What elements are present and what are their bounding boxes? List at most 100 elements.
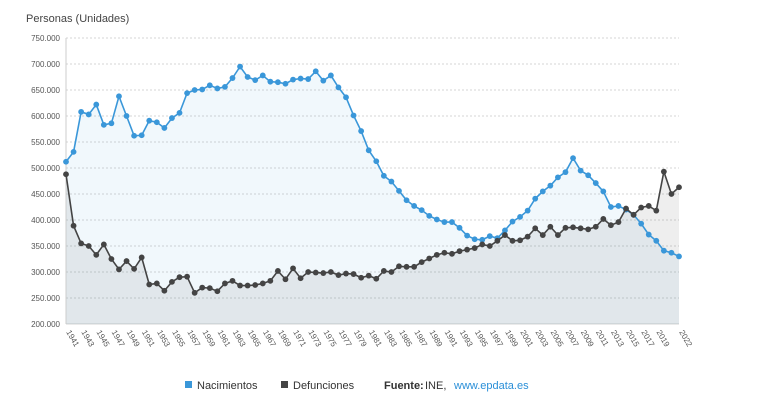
- point-defunciones-1995[interactable]: [471, 245, 478, 251]
- point-defunciones-1991[interactable]: [441, 249, 448, 256]
- point-defunciones-1951[interactable]: [138, 254, 145, 261]
- point-defunciones-2015[interactable]: [623, 205, 629, 212]
- point-defunciones-1999[interactable]: [502, 232, 508, 238]
- point-nacimientos-1945[interactable]: [93, 101, 100, 108]
- point-defunciones-2018[interactable]: [645, 203, 652, 209]
- point-nacimientos-1972[interactable]: [297, 75, 304, 82]
- point-defunciones-1964[interactable]: [237, 282, 243, 289]
- point-nacimientos-1953[interactable]: [153, 119, 160, 126]
- point-nacimientos-1990[interactable]: [433, 216, 440, 223]
- point-nacimientos-1999[interactable]: [502, 227, 508, 234]
- point-defunciones-1969[interactable]: [275, 268, 281, 274]
- point-nacimientos-1981[interactable]: [365, 147, 372, 154]
- point-nacimientos-1971[interactable]: [290, 76, 296, 83]
- point-nacimientos-1982[interactable]: [373, 158, 380, 165]
- point-nacimientos-2000[interactable]: [509, 218, 516, 225]
- point-defunciones-1973[interactable]: [305, 269, 312, 275]
- point-nacimientos-1966[interactable]: [252, 77, 259, 84]
- point-nacimientos-1985[interactable]: [396, 187, 402, 194]
- point-defunciones-1954[interactable]: [161, 287, 168, 294]
- point-defunciones-1968[interactable]: [267, 277, 274, 284]
- point-defunciones-1941[interactable]: [63, 171, 69, 178]
- point-defunciones-1988[interactable]: [418, 259, 425, 266]
- point-nacimientos-1978[interactable]: [343, 94, 349, 101]
- point-defunciones-1985[interactable]: [396, 263, 402, 270]
- point-defunciones-2005[interactable]: [547, 223, 554, 230]
- point-defunciones-1949[interactable]: [123, 258, 130, 264]
- point-nacimientos-1987[interactable]: [411, 203, 418, 209]
- point-defunciones-1998[interactable]: [494, 237, 501, 244]
- point-nacimientos-1975[interactable]: [320, 77, 327, 84]
- point-nacimientos-1973[interactable]: [305, 76, 312, 82]
- point-nacimientos-1976[interactable]: [327, 72, 334, 79]
- point-defunciones-1992[interactable]: [449, 250, 455, 257]
- point-nacimientos-2001[interactable]: [517, 213, 523, 220]
- point-defunciones-1983[interactable]: [380, 268, 387, 274]
- point-defunciones-2021[interactable]: [668, 191, 675, 197]
- point-nacimientos-1983[interactable]: [380, 172, 387, 179]
- point-nacimientos-1986[interactable]: [403, 197, 410, 204]
- point-defunciones-1974[interactable]: [312, 269, 319, 276]
- point-defunciones-1963[interactable]: [229, 277, 236, 284]
- point-defunciones-1979[interactable]: [350, 271, 357, 277]
- point-nacimientos-2006[interactable]: [555, 174, 561, 181]
- point-nacimientos-2003[interactable]: [532, 195, 539, 202]
- point-nacimientos-1969[interactable]: [275, 79, 281, 86]
- point-defunciones-1950[interactable]: [131, 265, 138, 272]
- point-nacimientos-2009[interactable]: [577, 167, 584, 174]
- point-nacimientos-1968[interactable]: [267, 78, 274, 85]
- point-nacimientos-1959[interactable]: [199, 86, 206, 93]
- source-link[interactable]: www.epdata.es: [453, 380, 529, 392]
- point-nacimientos-1963[interactable]: [229, 75, 236, 81]
- point-nacimientos-1950[interactable]: [131, 132, 138, 139]
- point-defunciones-1987[interactable]: [411, 263, 418, 270]
- point-defunciones-1993[interactable]: [456, 248, 463, 255]
- point-nacimientos-1955[interactable]: [169, 115, 175, 121]
- point-defunciones-1977[interactable]: [335, 272, 342, 279]
- point-nacimientos-2007[interactable]: [562, 169, 569, 176]
- point-defunciones-1980[interactable]: [358, 274, 365, 281]
- point-nacimientos-2019[interactable]: [653, 237, 660, 244]
- point-defunciones-1976[interactable]: [327, 269, 334, 275]
- legend-label-defunciones[interactable]: Defunciones: [293, 380, 355, 392]
- point-defunciones-1942[interactable]: [70, 222, 77, 229]
- point-defunciones-2002[interactable]: [524, 233, 531, 240]
- point-defunciones-2014[interactable]: [615, 219, 622, 225]
- point-nacimientos-1994[interactable]: [464, 232, 470, 239]
- point-nacimientos-1962[interactable]: [222, 83, 228, 90]
- point-defunciones-2003[interactable]: [532, 225, 539, 232]
- point-nacimientos-2004[interactable]: [539, 188, 546, 195]
- point-defunciones-2004[interactable]: [539, 232, 546, 238]
- point-nacimientos-1961[interactable]: [214, 85, 221, 92]
- point-nacimientos-1967[interactable]: [259, 72, 266, 79]
- point-nacimientos-2020[interactable]: [660, 247, 667, 254]
- point-nacimientos-1970[interactable]: [282, 80, 289, 87]
- point-defunciones-2022[interactable]: [676, 184, 682, 191]
- point-nacimientos-1948[interactable]: [116, 93, 122, 100]
- point-defunciones-1972[interactable]: [297, 275, 304, 282]
- point-nacimientos-2012[interactable]: [600, 188, 607, 195]
- point-nacimientos-1956[interactable]: [176, 109, 183, 116]
- point-defunciones-1966[interactable]: [252, 282, 259, 288]
- point-nacimientos-1954[interactable]: [161, 125, 168, 131]
- point-defunciones-1957[interactable]: [184, 273, 190, 280]
- point-defunciones-2019[interactable]: [653, 207, 660, 214]
- point-defunciones-1984[interactable]: [388, 269, 395, 275]
- point-defunciones-1948[interactable]: [116, 266, 122, 273]
- point-nacimientos-1993[interactable]: [456, 224, 463, 231]
- point-defunciones-1961[interactable]: [214, 288, 221, 295]
- point-defunciones-2013[interactable]: [607, 222, 614, 229]
- point-nacimientos-1984[interactable]: [388, 178, 395, 185]
- point-nacimientos-1964[interactable]: [237, 63, 243, 70]
- point-nacimientos-1995[interactable]: [471, 236, 478, 243]
- point-nacimientos-2017[interactable]: [638, 220, 645, 227]
- point-nacimientos-1958[interactable]: [191, 87, 198, 93]
- point-defunciones-1959[interactable]: [199, 284, 206, 291]
- point-nacimientos-1952[interactable]: [146, 117, 153, 124]
- point-defunciones-1958[interactable]: [191, 289, 198, 296]
- point-nacimientos-2018[interactable]: [645, 231, 652, 238]
- point-nacimientos-1960[interactable]: [206, 82, 213, 89]
- point-defunciones-1997[interactable]: [486, 243, 493, 249]
- point-nacimientos-2014[interactable]: [615, 203, 622, 209]
- point-defunciones-2009[interactable]: [577, 225, 584, 232]
